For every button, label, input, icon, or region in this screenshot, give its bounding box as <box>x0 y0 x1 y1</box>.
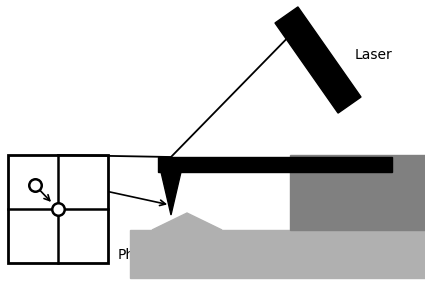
Polygon shape <box>152 213 222 230</box>
Polygon shape <box>161 172 181 215</box>
Polygon shape <box>275 7 361 113</box>
Text: Photodetector: Photodetector <box>118 248 216 262</box>
Text: Laser: Laser <box>355 48 393 62</box>
Text: Sample: Sample <box>8 231 60 245</box>
Bar <box>158 157 392 172</box>
Bar <box>8 155 108 263</box>
Text: Probe: Probe <box>58 178 165 206</box>
Bar <box>130 230 425 278</box>
Bar <box>290 155 425 230</box>
